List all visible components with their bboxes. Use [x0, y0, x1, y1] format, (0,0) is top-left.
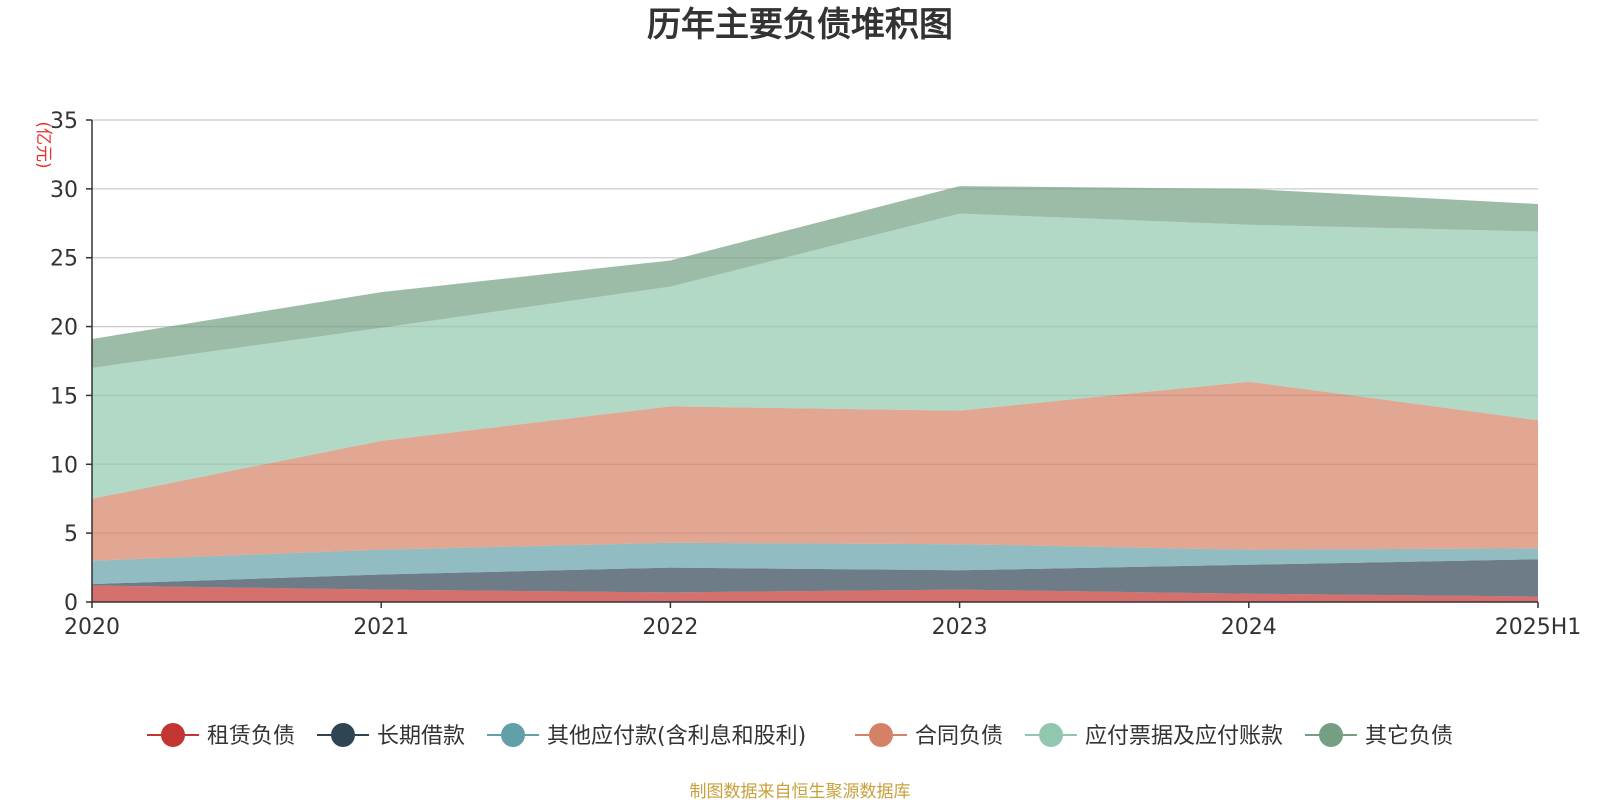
legend-item[interactable]: 合同负债 — [855, 723, 1003, 749]
area-series-租赁负债 — [92, 585, 1538, 602]
y-tick-label: 5 — [64, 522, 78, 547]
legend-circle-icon — [161, 723, 185, 747]
y-tick-label: 25 — [50, 247, 78, 272]
legend-label: 其它负债 — [1365, 724, 1453, 749]
legend-circle-icon — [501, 723, 525, 747]
legend-item[interactable]: 租赁负债 — [147, 723, 295, 749]
y-tick-label: 10 — [50, 453, 78, 478]
y-axis-unit-label: (亿元) — [33, 121, 53, 168]
x-tick-label: 2024 — [1221, 615, 1277, 640]
legend-item[interactable]: 长期借款 — [317, 723, 465, 749]
x-tick-label: 2020 — [64, 615, 120, 640]
legend: 租赁负债 长期借款 其他应付款(含利息和股利) 合同负债 应付票据及应付账款 其它负债 — [147, 723, 1453, 749]
legend-item[interactable]: 其他应付款(含利息和股利) — [487, 723, 806, 749]
area-series-其他应付款(含利息和股利) — [92, 542, 1538, 585]
x-tick-label: 2023 — [932, 615, 988, 640]
y-tick-label: 20 — [50, 316, 78, 341]
x-tick-label: 2025H1 — [1495, 615, 1582, 640]
data-source-note: 制图数据来自恒生聚源数据库 — [690, 782, 911, 800]
y-axis-ticks: 0 5 10 15 20 25 30 35 — [50, 109, 92, 616]
x-tick-label: 2021 — [353, 615, 409, 640]
area-series-应付票据及应付账款 — [92, 213, 1538, 499]
y-tick-label: 30 — [50, 178, 78, 203]
legend-circle-icon — [869, 723, 893, 747]
y-tick-label: 0 — [64, 591, 78, 616]
legend-item[interactable]: 其它负债 — [1305, 723, 1453, 749]
legend-label: 长期借款 — [377, 724, 465, 749]
legend-circle-icon — [1039, 723, 1063, 747]
legend-label: 其他应付款(含利息和股利) — [547, 724, 806, 749]
area-series-合同负债 — [92, 381, 1538, 561]
legend-item[interactable]: 应付票据及应付账款 — [1025, 723, 1283, 749]
area-series-其它负债 — [92, 186, 1538, 368]
axes — [91, 120, 1538, 603]
x-tick-label: 2022 — [642, 615, 698, 640]
y-tick-label: 35 — [50, 109, 78, 134]
legend-circle-icon — [331, 723, 355, 747]
x-axis-ticks: 2020 2021 2022 2023 2024 2025H1 — [64, 602, 1581, 640]
area-series — [92, 186, 1538, 602]
legend-label: 合同负债 — [915, 724, 1003, 749]
chart-title: 历年主要负债堆积图 — [647, 5, 953, 45]
legend-circle-icon — [1319, 723, 1343, 747]
legend-label: 应付票据及应付账款 — [1085, 724, 1283, 749]
legend-label: 租赁负债 — [207, 724, 295, 749]
area-series-长期借款 — [92, 559, 1538, 597]
y-tick-label: 15 — [50, 384, 78, 409]
